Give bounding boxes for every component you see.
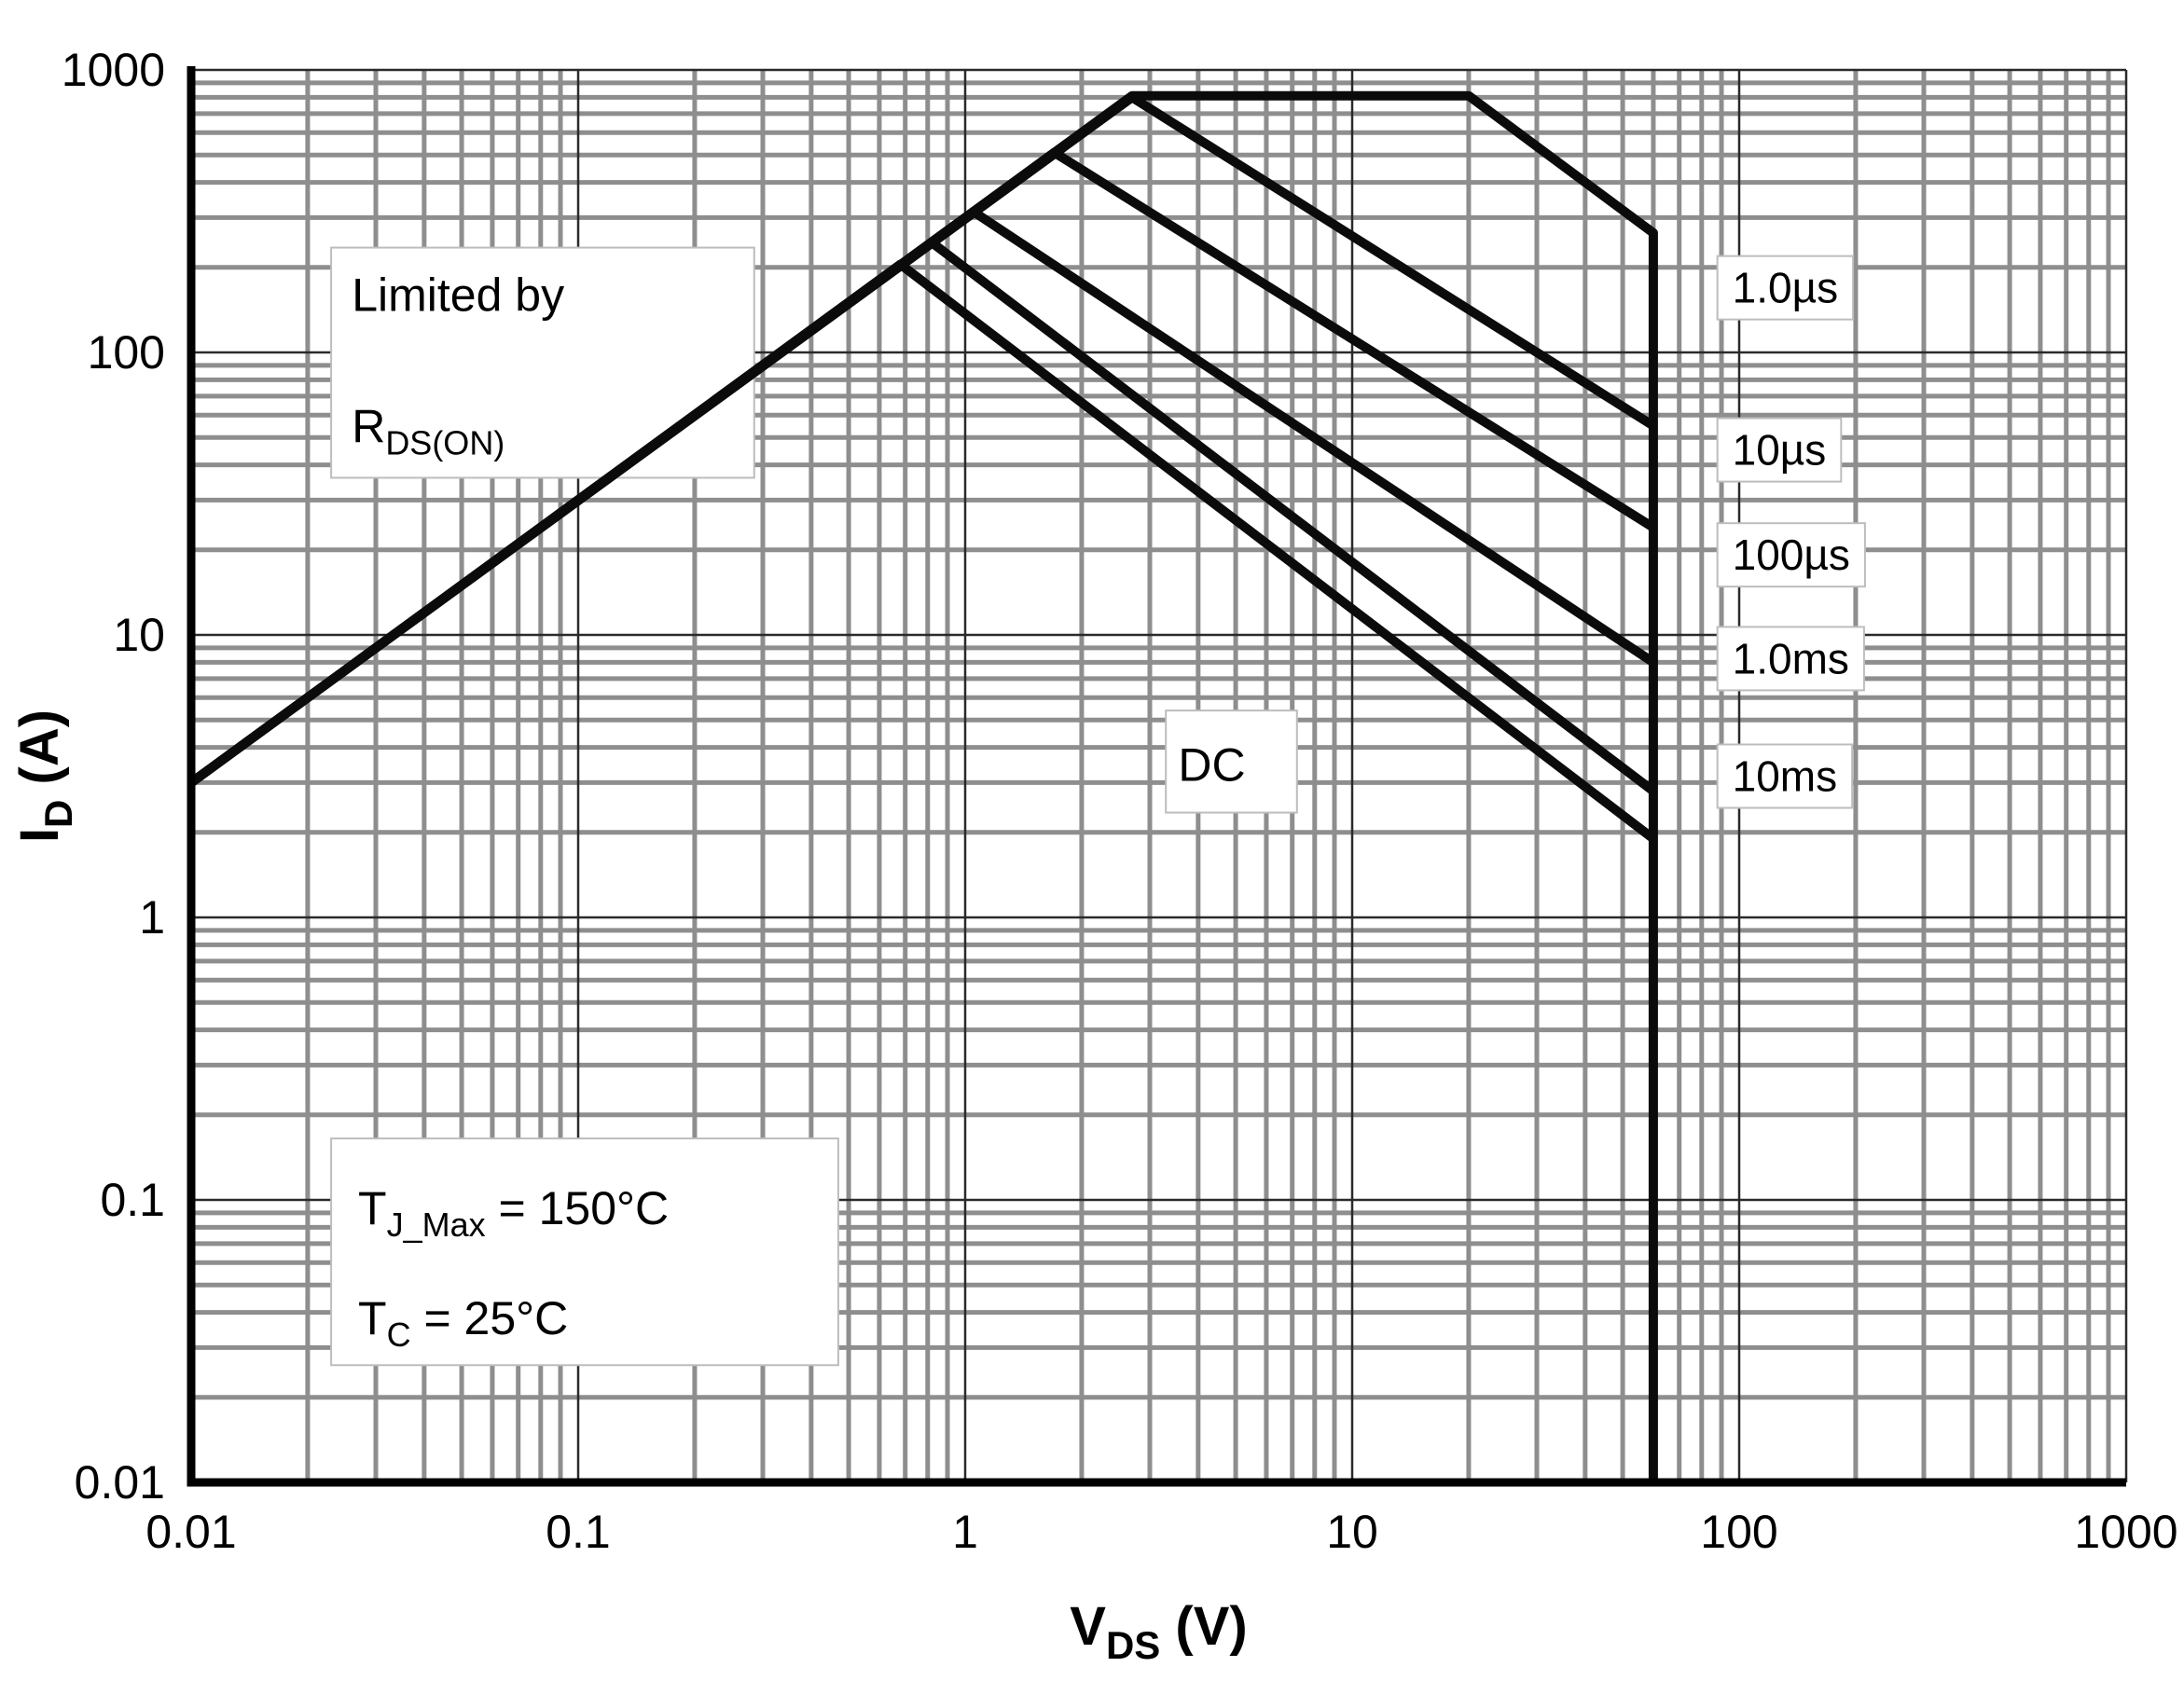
svg-text:10ms: 10ms: [1733, 752, 1837, 801]
svg-text:10: 10: [113, 609, 165, 661]
svg-text:100: 100: [1700, 1506, 1777, 1558]
curve-label-1us: 1.0µs: [1716, 255, 1855, 321]
svg-text:10µs: 10µs: [1733, 426, 1827, 475]
svg-text:0.01: 0.01: [75, 1456, 165, 1509]
curve-labels: 1.0µs 10µs 100µs 1.0ms 10ms: [1716, 255, 1866, 809]
svg-text:100: 100: [88, 326, 165, 379]
annotation-temperatures: TJ_Max = 150°C TC = 25°C: [330, 1137, 839, 1367]
x-axis-title: VDS (V): [1070, 1596, 1247, 1667]
curve-label-1ms: 1.0ms: [1716, 626, 1865, 692]
svg-text:1: 1: [139, 891, 165, 944]
curve-label-10ms: 10ms: [1716, 743, 1854, 809]
svg-text:TJ_Max = 150°C: TJ_Max = 150°C: [358, 1182, 669, 1244]
svg-text:0.01: 0.01: [145, 1506, 236, 1558]
curve-label-10us: 10µs: [1716, 417, 1843, 483]
svg-text:RDS(ON): RDS(ON): [352, 401, 505, 462]
svg-text:1000: 1000: [62, 44, 165, 96]
svg-text:1.0µs: 1.0µs: [1733, 264, 1838, 312]
svg-text:0.1: 0.1: [546, 1506, 611, 1558]
svg-text:1.0ms: 1.0ms: [1733, 634, 1849, 682]
svg-text:0.1: 0.1: [100, 1174, 165, 1226]
soa-curve-dc: [188, 259, 1656, 843]
svg-text:1000: 1000: [2074, 1506, 2177, 1558]
svg-text:VDS (V): VDS (V): [1070, 1596, 1247, 1667]
annotations: Limited by RDS(ON) TJ_Max = 150°C TC = 25°C…: [330, 246, 1298, 1367]
x-tick-labels: 0.01 0.1 1 10 100 1000: [145, 1506, 2177, 1558]
svg-text:100µs: 100µs: [1733, 530, 1850, 579]
curve-label-100us: 100µs: [1716, 522, 1866, 588]
annotation-limited-by-rdson: Limited by RDS(ON): [330, 246, 755, 479]
svg-text:TC = 25°C: TC = 25°C: [358, 1292, 568, 1354]
y-axis-title: ID (A): [9, 710, 80, 843]
svg-text:1: 1: [952, 1506, 978, 1558]
svg-text:10: 10: [1326, 1506, 1378, 1558]
y-tick-labels: 1000 100 10 1 0.1 0.01: [62, 44, 165, 1509]
svg-text:DC: DC: [1178, 738, 1245, 791]
svg-text:Limited by: Limited by: [352, 269, 564, 322]
svg-text:ID (A): ID (A): [9, 710, 80, 843]
soa-curves: [188, 90, 1658, 1482]
annotation-dc: DC: [1165, 710, 1298, 814]
